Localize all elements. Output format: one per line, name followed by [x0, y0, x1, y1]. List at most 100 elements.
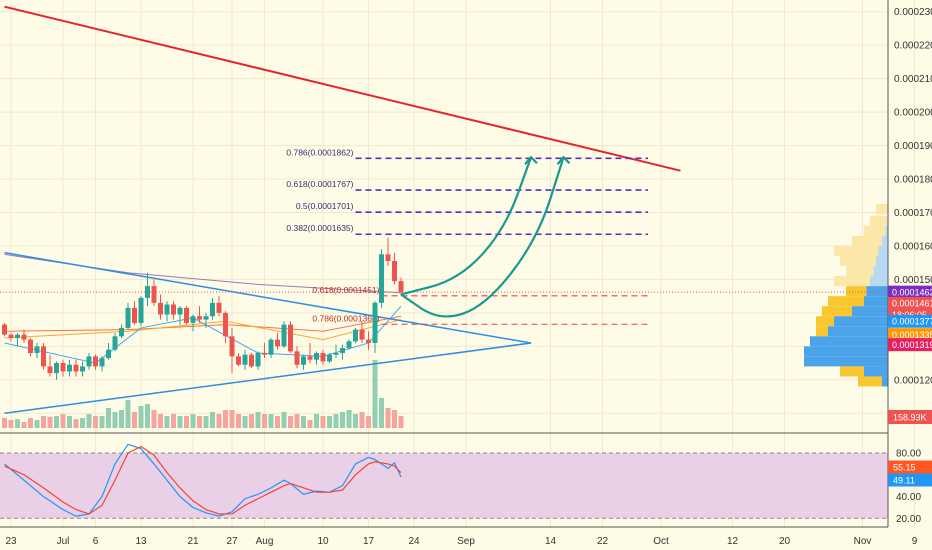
- price-badge[interactable]: [888, 328, 932, 342]
- upper-triangle-trendline[interactable]: [4, 251, 532, 344]
- volume-bar: [54, 416, 59, 428]
- candle-body[interactable]: [275, 339, 280, 347]
- candle-body[interactable]: [307, 356, 313, 360]
- volume-profile-down: [810, 336, 888, 347]
- candle-body[interactable]: [223, 312, 228, 337]
- lower-triangle-trendline[interactable]: [4, 342, 532, 415]
- candle-body[interactable]: [151, 286, 157, 303]
- candle-body[interactable]: [229, 336, 235, 357]
- candle-body[interactable]: [106, 349, 111, 359]
- candle-body[interactable]: [21, 334, 27, 340]
- candle-body[interactable]: [216, 302, 222, 313]
- volume-bar: [275, 416, 280, 428]
- oscillator-badge[interactable]: [888, 460, 932, 474]
- candle-body[interactable]: [249, 354, 254, 367]
- candle-body[interactable]: [60, 363, 66, 372]
- oscillator-pane[interactable]: [0, 443, 888, 519]
- volume-bar: [294, 414, 300, 428]
- candle-body[interactable]: [184, 307, 189, 323]
- candle-body[interactable]: [119, 327, 124, 337]
- candle-body[interactable]: [314, 353, 319, 360]
- candle-body[interactable]: [177, 307, 183, 315]
- volume-bar: [106, 408, 111, 428]
- candle-body[interactable]: [41, 346, 46, 367]
- oscillator-line-2[interactable]: [4, 445, 402, 515]
- candle-body[interactable]: [320, 353, 326, 362]
- candle-body[interactable]: [67, 364, 72, 372]
- candle-body[interactable]: [34, 346, 40, 354]
- candle-body[interactable]: [86, 356, 92, 367]
- price-badge[interactable]: [888, 285, 932, 299]
- time-tick-label: 6: [93, 536, 99, 547]
- volume-bar: [28, 418, 33, 428]
- volume-profile-up: [876, 204, 888, 215]
- candle-body[interactable]: [379, 254, 384, 303]
- volume-profile-up: [846, 266, 874, 277]
- candle-body[interactable]: [255, 353, 261, 367]
- volume-profile-up: [834, 276, 870, 287]
- candle-body[interactable]: [28, 339, 33, 354]
- candle-body[interactable]: [262, 353, 267, 355]
- candle-body[interactable]: [8, 334, 14, 338]
- volume-bar: [158, 414, 163, 428]
- candle-body[interactable]: [2, 324, 7, 335]
- candle-body[interactable]: [93, 356, 98, 367]
- candle-body[interactable]: [190, 316, 196, 323]
- volume-profile-up: [834, 245, 879, 256]
- volume-bar: [21, 422, 27, 428]
- price-tick-label: 0.0002000: [894, 108, 932, 119]
- candle-body[interactable]: [203, 316, 209, 320]
- oscillator-badge[interactable]: [888, 473, 932, 487]
- candle-body[interactable]: [385, 254, 391, 262]
- candle-body[interactable]: [73, 364, 79, 372]
- candle-body[interactable]: [145, 286, 150, 298]
- candle-body[interactable]: [392, 261, 397, 282]
- candle-body[interactable]: [346, 341, 352, 349]
- candle-body[interactable]: [327, 354, 332, 362]
- volume-bar: [41, 416, 46, 428]
- projection-arrowhead: [524, 155, 538, 165]
- candle-body[interactable]: [197, 316, 202, 320]
- candle-body[interactable]: [47, 366, 53, 374]
- candle-body[interactable]: [366, 339, 371, 343]
- price-badge[interactable]: [888, 338, 932, 352]
- candle-body[interactable]: [210, 302, 215, 317]
- candle-body[interactable]: [99, 358, 105, 367]
- price-tick-label: 0.0002300: [894, 7, 932, 18]
- resistance-trendline[interactable]: [4, 5, 681, 172]
- price-badge[interactable]: [888, 314, 932, 328]
- candle-body[interactable]: [15, 334, 20, 338]
- candle-body[interactable]: [242, 354, 248, 365]
- candle-body[interactable]: [353, 329, 358, 342]
- candle-body[interactable]: [132, 307, 137, 323]
- candle-body[interactable]: [236, 356, 241, 365]
- candle-body[interactable]: [112, 336, 118, 350]
- volume-profile-up: [864, 225, 886, 236]
- candle-body[interactable]: [301, 356, 306, 365]
- candle-body[interactable]: [294, 351, 300, 365]
- oscillator-tick-label: 20.00: [896, 514, 921, 525]
- candle-body[interactable]: [288, 324, 293, 352]
- candle-body[interactable]: [158, 302, 163, 315]
- candle-body[interactable]: [268, 339, 274, 355]
- price-badge[interactable]: [888, 297, 932, 311]
- volume-badge[interactable]: [888, 410, 932, 424]
- volume-profile-down: [834, 316, 888, 327]
- price-pane[interactable]: 0.786(0.0001862) 0.618(0.0001767) 0.5(0.00…: [0, 5, 888, 428]
- candle-body[interactable]: [164, 304, 170, 315]
- candle-body[interactable]: [333, 353, 339, 355]
- candle-body[interactable]: [125, 307, 131, 328]
- candle-body[interactable]: [398, 281, 404, 293]
- candle-body[interactable]: [80, 366, 85, 372]
- candle-body[interactable]: [171, 304, 176, 315]
- candle-body[interactable]: [138, 297, 144, 323]
- candle-body[interactable]: [372, 302, 378, 343]
- projection-arrow-2[interactable]: [400, 156, 565, 318]
- projection-arrow-1[interactable]: [400, 156, 533, 296]
- candle-body[interactable]: [359, 329, 365, 340]
- candle-body[interactable]: [281, 324, 287, 347]
- volume-bar: [327, 416, 332, 428]
- candle-body[interactable]: [54, 363, 59, 374]
- candle-body[interactable]: [340, 348, 345, 354]
